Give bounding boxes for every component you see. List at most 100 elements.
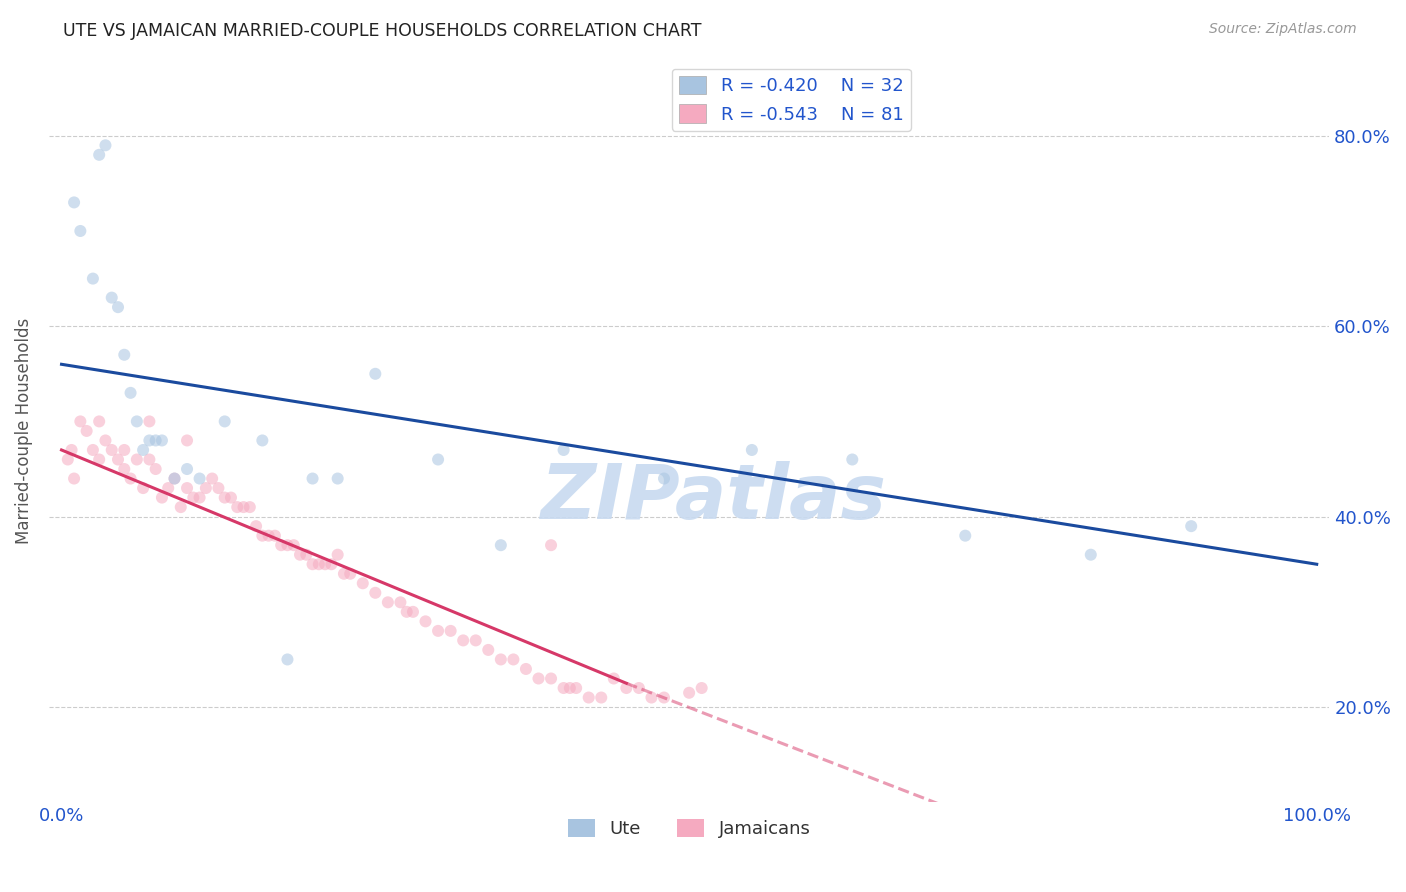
Point [214, 491, 236, 505]
Point [364, 367, 387, 381]
Point [132, 481, 155, 495]
Point [603, 672, 626, 686]
Point [163, 471, 186, 485]
Point [89, 148, 111, 162]
Point [489, 538, 512, 552]
Point [145, 462, 167, 476]
Point [678, 686, 700, 700]
Point [60, 442, 83, 457]
Point [627, 681, 650, 695]
Point [232, 500, 254, 515]
Point [264, 529, 287, 543]
Point [214, 414, 236, 428]
Point [276, 652, 298, 666]
Point [112, 442, 135, 457]
Point [652, 471, 675, 485]
Point [364, 586, 387, 600]
Point [1180, 519, 1202, 533]
Point [440, 624, 463, 638]
Point [120, 471, 142, 485]
Point [652, 690, 675, 705]
Point [176, 481, 198, 495]
Point [181, 491, 204, 505]
Point [591, 690, 613, 705]
Point [188, 491, 211, 505]
Point [125, 452, 148, 467]
Point [308, 558, 330, 572]
Point [201, 471, 224, 485]
Text: UTE VS JAMAICAN MARRIED-COUPLE HOUSEHOLDS CORRELATION CHART: UTE VS JAMAICAN MARRIED-COUPLE HOUSEHOLD… [63, 22, 702, 40]
Point [219, 491, 242, 505]
Point [515, 662, 537, 676]
Point [283, 538, 305, 552]
Point [301, 558, 323, 572]
Point [955, 529, 977, 543]
Point [76, 424, 98, 438]
Point [112, 348, 135, 362]
Point [100, 442, 122, 457]
Point [82, 271, 104, 285]
Point [176, 434, 198, 448]
Point [339, 566, 361, 581]
Point [89, 452, 111, 467]
Point [138, 452, 160, 467]
Point [288, 548, 311, 562]
Point [527, 672, 550, 686]
Point [464, 633, 486, 648]
Point [1080, 548, 1102, 562]
Text: ZIPatlas: ZIPatlas [541, 460, 887, 534]
Point [841, 452, 863, 467]
Point [120, 385, 142, 400]
Point [112, 462, 135, 476]
Point [614, 681, 637, 695]
Point [333, 566, 356, 581]
Point [565, 681, 588, 695]
Point [326, 548, 349, 562]
Point [82, 442, 104, 457]
Point [239, 500, 262, 515]
Point [427, 452, 450, 467]
Text: Source: ZipAtlas.com: Source: ZipAtlas.com [1209, 22, 1357, 37]
Point [402, 605, 425, 619]
Point [226, 500, 249, 515]
Point [145, 434, 167, 448]
Point [94, 138, 117, 153]
Point [489, 652, 512, 666]
Point [69, 224, 91, 238]
Point [132, 442, 155, 457]
Point [502, 652, 524, 666]
Point [94, 434, 117, 448]
Point [640, 690, 662, 705]
Point [270, 538, 292, 552]
Point [157, 481, 180, 495]
Point [741, 442, 763, 457]
Point [578, 690, 600, 705]
Point [295, 548, 318, 562]
Point [69, 414, 91, 428]
Point [326, 471, 349, 485]
Point [558, 681, 581, 695]
Point [540, 538, 562, 552]
Point [150, 491, 173, 505]
Point [63, 471, 86, 485]
Point [150, 434, 173, 448]
Point [194, 481, 217, 495]
Point [138, 414, 160, 428]
Point [176, 462, 198, 476]
Point [188, 471, 211, 485]
Point [107, 452, 129, 467]
Point [207, 481, 229, 495]
Point [138, 434, 160, 448]
Point [395, 605, 418, 619]
Point [100, 291, 122, 305]
Y-axis label: Married-couple Households: Married-couple Households [15, 318, 32, 544]
Point [107, 300, 129, 314]
Point [252, 529, 274, 543]
Point [170, 500, 193, 515]
Point [352, 576, 374, 591]
Point [477, 643, 499, 657]
Point [301, 471, 323, 485]
Point [252, 434, 274, 448]
Point [63, 195, 86, 210]
Point [553, 681, 575, 695]
